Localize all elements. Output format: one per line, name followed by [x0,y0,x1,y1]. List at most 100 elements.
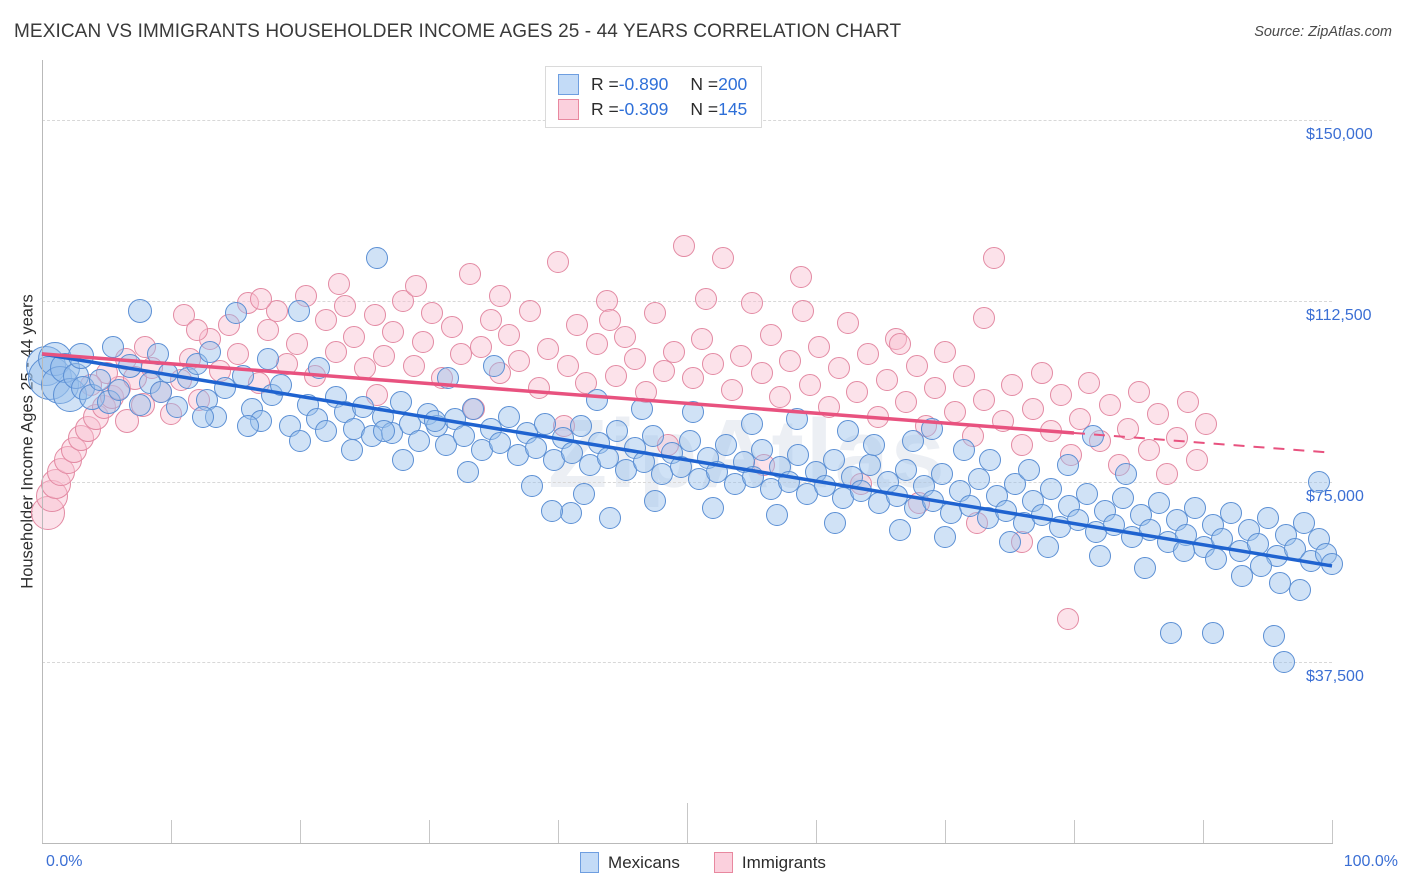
scatter-point[interactable] [846,381,869,404]
scatter-point[interactable] [979,448,1002,471]
scatter-point[interactable] [1185,448,1208,471]
scatter-point[interactable] [934,526,956,549]
scatter-point[interactable] [934,340,956,363]
scatter-point[interactable] [614,326,637,349]
scatter-point[interactable] [497,405,520,428]
scatter-point[interactable] [859,453,882,476]
scatter-point[interactable] [314,309,337,332]
scatter-point[interactable] [606,420,629,443]
scatter-point[interactable] [998,530,1021,553]
scatter-point[interactable] [488,285,511,308]
scatter-point[interactable] [363,304,386,327]
scatter-point[interactable] [1202,622,1225,645]
scatter-point[interactable] [1114,463,1137,486]
scatter-point[interactable] [536,338,559,361]
scatter-point[interactable] [557,354,580,377]
scatter-point[interactable] [953,439,976,462]
scatter-point[interactable] [721,379,744,402]
scatter-point[interactable] [779,350,802,373]
scatter-point[interactable] [1172,540,1195,563]
scatter-point[interactable] [256,347,279,370]
scatter-point[interactable] [224,301,247,324]
scatter-point[interactable] [381,321,404,344]
scatter-point[interactable] [334,294,357,317]
scatter-point[interactable] [343,326,366,349]
scatter-point[interactable] [598,309,621,332]
scatter-point[interactable] [147,342,170,365]
scatter-point[interactable] [768,386,791,409]
scatter-point[interactable] [1056,453,1079,476]
scatter-point[interactable] [1321,552,1343,575]
series-legend-item-immigrants[interactable]: Immigrants [713,852,826,873]
scatter-point[interactable] [185,318,208,341]
scatter-point[interactable] [101,335,124,358]
scatter-point[interactable] [888,518,911,541]
scatter-point[interactable] [1194,412,1217,435]
scatter-point[interactable] [232,364,255,387]
scatter-point[interactable] [108,379,131,402]
scatter-point[interactable] [992,410,1015,433]
scatter-point[interactable] [441,316,464,339]
scatter-point[interactable] [1256,506,1279,529]
scatter-point[interactable] [695,287,718,310]
scatter-point[interactable] [1050,383,1073,406]
scatter-point[interactable] [663,340,686,363]
scatter-point[interactable] [420,301,443,324]
scatter-point[interactable] [875,369,898,392]
scatter-point[interactable] [392,448,415,471]
scatter-point[interactable] [856,342,879,365]
scatter-point[interactable] [1288,579,1311,602]
scatter-point[interactable] [1273,651,1296,674]
scatter-point[interactable] [1017,458,1040,481]
scatter-point[interactable] [837,420,860,443]
scatter-point[interactable] [714,434,737,457]
scatter-point[interactable] [353,357,376,380]
scatter-point[interactable] [405,275,428,298]
scatter-point[interactable] [482,354,505,377]
scatter-point[interactable] [198,340,221,363]
scatter-point[interactable] [630,398,653,421]
scatter-point[interactable] [712,246,735,269]
scatter-point[interactable] [789,265,812,288]
scatter-point[interactable] [1137,439,1160,462]
scatter-point[interactable] [327,273,350,296]
scatter-point[interactable] [678,429,701,452]
scatter-point[interactable] [605,364,628,387]
scatter-point[interactable] [540,499,563,522]
scatter-point[interactable] [1250,554,1273,577]
scatter-point[interactable] [921,417,944,440]
scatter-point[interactable] [237,415,260,438]
scatter-point[interactable] [1001,374,1024,397]
scatter-point[interactable] [643,489,666,512]
scatter-point[interactable] [518,299,541,322]
series-legend-item-mexicans[interactable]: Mexicans [580,852,680,873]
scatter-point[interactable] [340,439,363,462]
scatter-point[interactable] [527,376,550,399]
scatter-point[interactable] [1099,393,1122,416]
scatter-point[interactable] [1220,501,1243,524]
scatter-point[interactable] [817,395,840,418]
scatter-point[interactable] [479,309,502,332]
scatter-point[interactable] [766,504,789,527]
scatter-point[interactable] [1166,427,1189,450]
scatter-point[interactable] [1030,362,1053,385]
scatter-point[interactable] [559,501,582,524]
scatter-point[interactable] [1127,381,1150,404]
scatter-point[interactable] [67,343,94,370]
scatter-point[interactable] [983,246,1006,269]
scatter-point[interactable] [866,405,889,428]
scatter-point[interactable] [895,458,918,481]
scatter-point[interactable] [598,506,621,529]
scatter-point[interactable] [972,306,995,329]
scatter-point[interactable] [166,395,189,418]
scatter-point[interactable] [547,251,569,274]
scatter-point[interactable] [585,333,608,356]
scatter-point[interactable] [1037,535,1060,558]
scatter-point[interactable] [437,367,460,390]
scatter-point[interactable] [585,388,608,411]
scatter-point[interactable] [905,354,928,377]
scatter-point[interactable] [566,314,589,336]
scatter-point[interactable] [823,448,846,471]
scatter-point[interactable] [807,335,830,358]
scatter-point[interactable] [570,415,593,438]
